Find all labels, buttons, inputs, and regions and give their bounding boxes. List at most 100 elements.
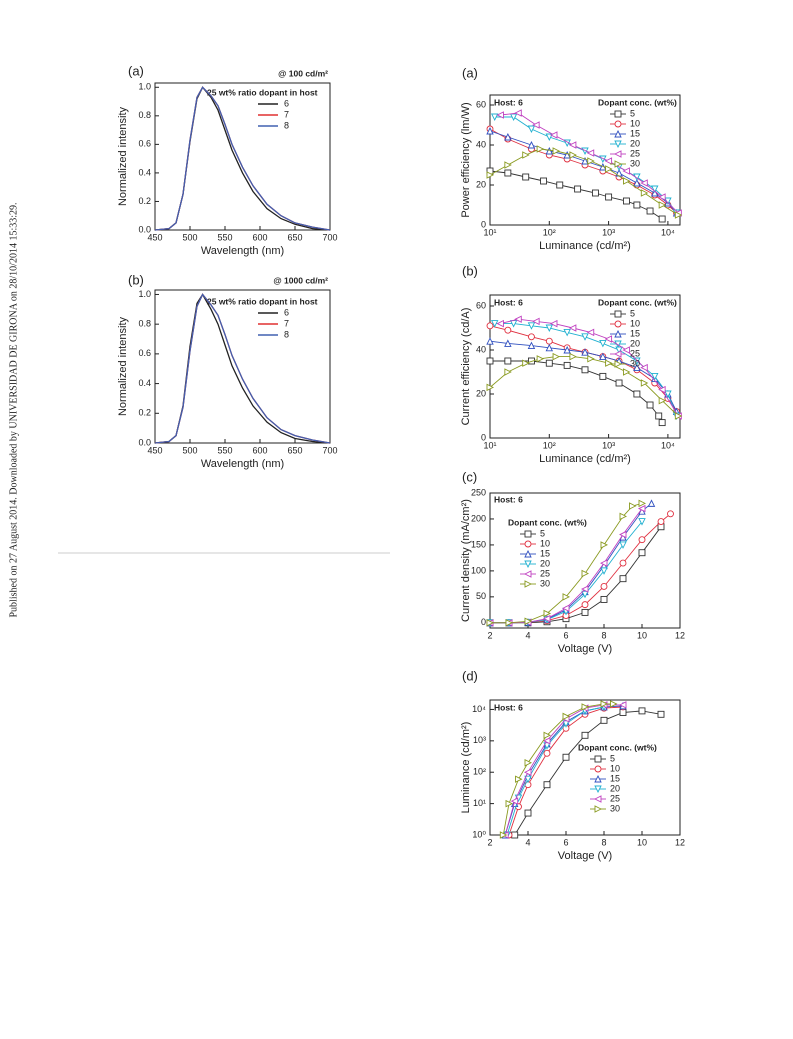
y-tick-label: 0.0 — [138, 437, 151, 447]
series-line — [154, 293, 331, 444]
legend-marker — [614, 329, 622, 338]
y-tick-label: 100 — [471, 565, 486, 575]
marker — [563, 345, 571, 354]
x-tick-label: 500 — [182, 445, 197, 455]
marker — [504, 161, 512, 169]
legend-label: 5 — [540, 528, 545, 538]
marker — [545, 343, 554, 352]
y-tick-label: 20 — [476, 388, 486, 398]
y-tick-label: 0.2 — [138, 408, 151, 418]
series-line — [490, 526, 662, 624]
marker — [658, 201, 667, 209]
marker — [633, 390, 641, 398]
x-axis-label: Voltage (V) — [558, 643, 612, 655]
series-line — [490, 513, 671, 624]
y-tick-label: 40 — [476, 344, 486, 354]
marker — [618, 701, 627, 709]
marker — [543, 781, 551, 789]
x-tick-label: 4 — [525, 630, 530, 640]
y-tick-label: 10⁰ — [472, 829, 486, 839]
legend-label: 6 — [284, 98, 289, 108]
marker — [536, 355, 545, 363]
marker — [619, 575, 627, 583]
marker — [562, 753, 570, 761]
marker — [586, 328, 595, 337]
marker — [545, 133, 554, 142]
y-tick-label: 0 — [481, 219, 486, 229]
legend-marker — [524, 549, 532, 558]
marker — [622, 368, 631, 376]
x-tick-label: 650 — [287, 445, 302, 455]
y-tick-label: 60 — [476, 99, 486, 109]
x-tick-label: 8 — [601, 837, 606, 847]
marker — [524, 809, 532, 817]
marker — [536, 145, 545, 153]
x-tick-label: 2 — [487, 837, 492, 847]
y-tick-label: 50 — [476, 591, 486, 601]
x-tick-label: 700 — [322, 445, 337, 455]
x-tick-label: 10¹ — [483, 440, 496, 450]
marker — [562, 593, 571, 601]
panel-label: (a) — [128, 63, 144, 78]
host-label: Host: 6 — [494, 97, 523, 107]
marker — [532, 317, 540, 326]
x-tick-label: 6 — [563, 630, 568, 640]
marker — [619, 512, 628, 521]
marker — [599, 339, 607, 348]
x-tick-label: 2 — [487, 630, 492, 640]
marker — [651, 372, 659, 381]
marker — [667, 510, 674, 518]
marker — [504, 339, 512, 347]
legend-marker — [613, 350, 622, 358]
plot-frame — [154, 289, 331, 444]
legend-marker — [524, 580, 533, 588]
y-axis-label: Luminance (cd/m²) — [460, 722, 472, 814]
marker — [486, 337, 494, 345]
marker — [505, 799, 514, 808]
y-tick-label: 0.0 — [138, 224, 151, 234]
marker — [563, 150, 571, 159]
legend-marker — [524, 560, 532, 569]
marker — [527, 333, 535, 341]
marker — [552, 352, 561, 361]
x-axis-label: Wavelength (nm) — [201, 458, 284, 470]
marker — [600, 595, 608, 603]
marker — [658, 396, 667, 405]
series-line — [514, 710, 662, 836]
legend-label: 20 — [610, 783, 620, 793]
marker — [527, 125, 536, 134]
marker — [674, 211, 683, 219]
plot-frame — [489, 492, 681, 629]
x-tick-label: 8 — [601, 630, 606, 640]
x-axis-label: Luminance (cd/m²) — [539, 240, 631, 252]
marker — [605, 359, 613, 367]
marker — [581, 569, 590, 578]
marker — [581, 601, 589, 609]
marker — [561, 604, 570, 612]
legend-marker — [523, 570, 532, 578]
marker — [505, 619, 514, 627]
marker — [622, 197, 630, 205]
legend-marker — [614, 310, 622, 318]
marker — [515, 775, 523, 783]
legend-label: 25 — [610, 793, 620, 803]
marker — [523, 768, 532, 776]
marker — [543, 609, 552, 618]
x-tick-label: 650 — [287, 232, 302, 242]
x-tick-label: 4 — [525, 837, 530, 847]
legend-label: 10 — [610, 763, 620, 773]
marker — [599, 352, 607, 361]
series-line — [494, 323, 678, 417]
marker — [545, 324, 554, 333]
y-tick-label: 200 — [471, 513, 486, 523]
marker — [543, 749, 551, 757]
marker — [522, 359, 530, 367]
marker — [552, 147, 561, 155]
marker — [657, 518, 665, 526]
legend-marker — [594, 765, 602, 773]
x-tick-label: 12 — [675, 837, 685, 847]
y-tick-label: 20 — [476, 179, 486, 189]
marker — [615, 346, 623, 355]
legend-label: 20 — [630, 338, 640, 348]
